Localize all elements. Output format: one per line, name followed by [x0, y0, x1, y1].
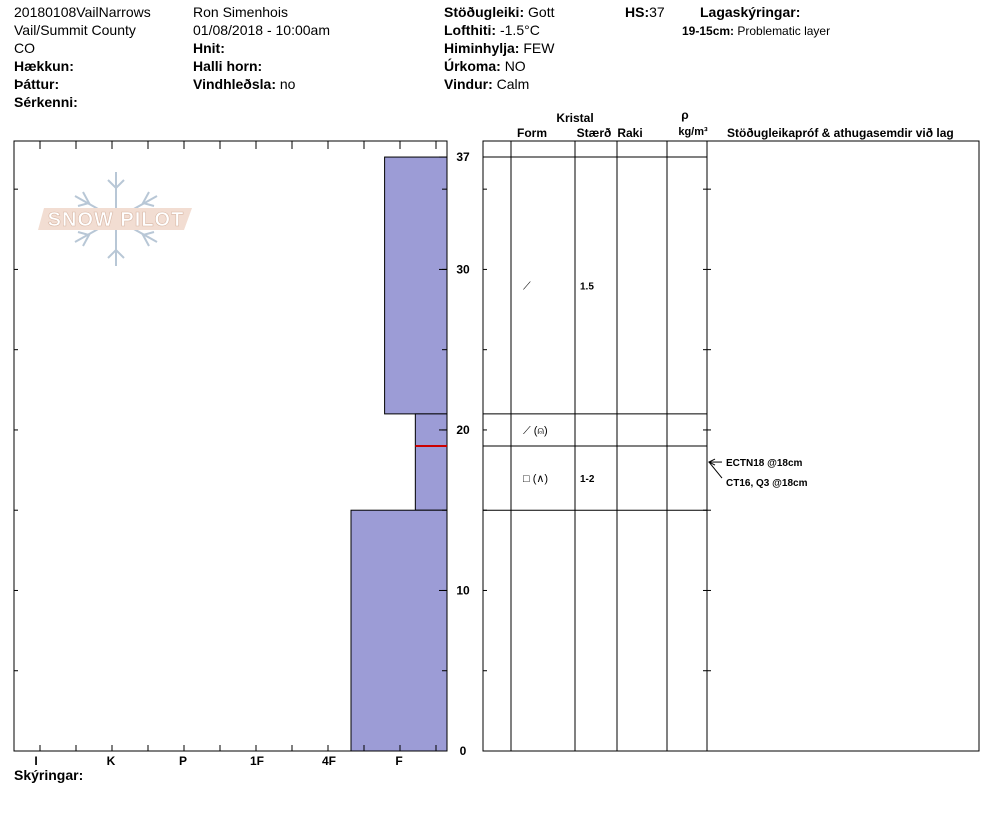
wind-loading: Vindhleðsla: no	[193, 75, 295, 93]
coords-label: Hnit:	[193, 40, 225, 56]
x-tick-label: I	[34, 754, 37, 768]
features-label: Sérkenni:	[14, 94, 78, 110]
stability-label: Stöðugleiki:	[444, 4, 525, 20]
datetime: 01/08/2018 - 10:00am	[193, 22, 330, 38]
aspect-label: Þáttur:	[14, 76, 60, 92]
air-temp-label: Lofthiti:	[444, 22, 497, 38]
x-tick-label: F	[395, 754, 402, 768]
y-tick-label: 20	[456, 423, 470, 437]
x-tick-label: 1F	[250, 754, 264, 768]
stability-value: Gott	[528, 4, 555, 20]
y-tick-label: 37	[456, 150, 470, 164]
crystal-form: □ (∧)	[523, 473, 548, 485]
y-tick-label: 0	[460, 744, 467, 758]
crystal-form: ⟋	[523, 280, 531, 292]
location: Vail/Summit County	[14, 22, 136, 38]
layer-note-range: 19-15cm:	[682, 24, 735, 38]
air-temp-value: -1.5°C	[499, 22, 540, 38]
y-tick-label: 30	[456, 262, 470, 276]
header-tests: Stöðugleikapróf & athugasemdir við lag	[727, 126, 954, 140]
hardness-layer-bar	[384, 156, 448, 415]
header-size: Stærð	[577, 126, 612, 140]
layer-note-text: Problematic layer	[737, 24, 831, 38]
layer-notes-label: Lagaskýringar:	[700, 4, 801, 20]
state: CO	[14, 40, 35, 56]
crystal-size: 1-2	[580, 474, 595, 485]
header-crystal: Kristal	[556, 111, 593, 125]
test-arrow	[708, 461, 723, 479]
wind-value: Calm	[496, 76, 530, 92]
wind-loading-value: no	[279, 76, 296, 92]
test-result: CT16, Q3 @18cm	[726, 478, 808, 489]
crystal-size: 1.5	[580, 281, 594, 292]
precip-label: Úrkoma:	[444, 58, 501, 74]
x-tick-label: 4F	[322, 754, 336, 768]
x-tick-label: K	[107, 754, 116, 768]
sky-cover: Himinhylja: FEW	[444, 39, 554, 57]
header-density-unit: kg/m³	[678, 126, 708, 138]
hs-value: 37	[649, 4, 665, 20]
elevation-label: Hækkun:	[14, 58, 74, 74]
wind-loading-label: Vindhleðsla:	[193, 76, 276, 92]
wind: Vindur: Calm	[444, 75, 529, 93]
stability: Stöðugleiki: Gott	[444, 3, 554, 21]
notes-label: Skýringar:	[14, 767, 84, 783]
profile-name: 20180108VailNarrows	[14, 4, 151, 20]
wind-label: Vindur:	[444, 76, 493, 92]
snowpilot-logo: SNOW PILOT	[38, 172, 192, 266]
hardness-layer-bar	[350, 509, 448, 752]
test-result: ECTN18 @18cm	[726, 458, 803, 469]
hs-label: HS:	[625, 4, 650, 20]
x-tick-label: P	[179, 754, 187, 768]
slope-label: Halli horn:	[193, 58, 263, 74]
observer: Ron Simenhois	[193, 4, 288, 20]
logo-text: SNOW PILOT	[48, 209, 185, 231]
sky-value: FEW	[523, 40, 555, 56]
precip: Úrkoma: NO	[444, 57, 526, 75]
sky-label: Himinhylja:	[444, 40, 520, 56]
crystal-form: ⟋ (⍝)	[523, 425, 548, 437]
air-temp: Lofthiti: -1.5°C	[444, 21, 540, 39]
precip-value: NO	[504, 58, 526, 74]
header-form: Form	[517, 126, 547, 140]
header-moisture: Raki	[617, 126, 642, 140]
hs: HS:37	[625, 3, 665, 21]
layer-note: 19-15cm: Problematic layer	[682, 22, 830, 40]
header-density-symbol: ρ	[681, 108, 688, 122]
y-tick-label: 10	[456, 583, 470, 597]
